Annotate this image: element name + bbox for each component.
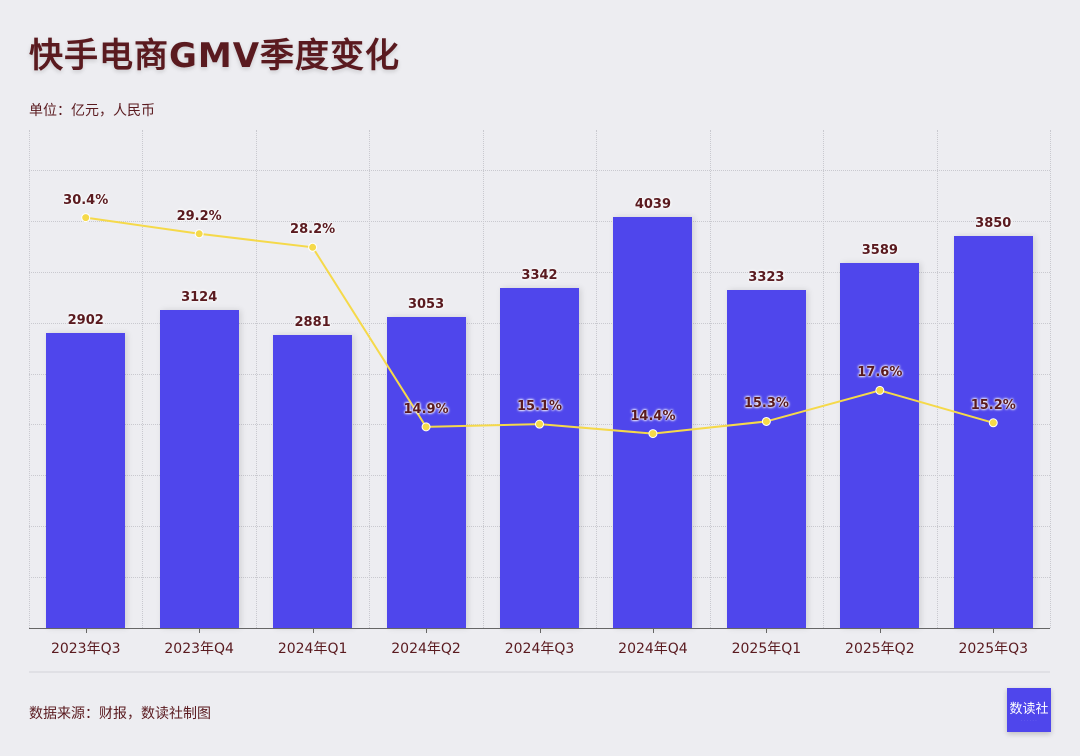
x-axis-tick (993, 628, 995, 633)
gridline-vertical (1050, 130, 1051, 628)
bar-value-label: 3850 (975, 216, 1012, 232)
gridline-vertical (823, 130, 825, 628)
line-point-marker (421, 422, 431, 432)
growth-value-label: 28.2% (290, 222, 336, 238)
bar-gmv (386, 317, 466, 628)
x-axis-tick (539, 628, 541, 633)
x-axis-label: 2024年Q1 (277, 641, 348, 657)
growth-value-label: 14.4% (630, 408, 676, 424)
bar-gmv (500, 287, 579, 628)
x-axis-tick (766, 628, 768, 633)
source-note: 数据来源：财报，数读社制图 (29, 706, 211, 722)
gridline-horizontal (29, 220, 1050, 222)
gridline-vertical (596, 130, 598, 628)
growth-value-label: 14.9% (403, 401, 449, 417)
line-point-marker (308, 242, 318, 252)
line-point-marker (988, 418, 998, 428)
gridline-vertical (482, 130, 484, 628)
x-axis-label: 2024年Q4 (618, 641, 688, 657)
line-point-marker (761, 416, 771, 426)
gridline-vertical (936, 130, 938, 628)
bar-gmv (953, 236, 1033, 628)
footer-divider (29, 671, 1050, 673)
growth-value-label: 17.6% (857, 365, 903, 381)
plot-area: 2902 3124 2881 3053 3342 4039 3323 3589 3850 30.4… (29, 130, 1051, 628)
x-axis-label: 2024年Q2 (391, 641, 461, 657)
bar-value-label: 3124 (181, 289, 218, 305)
growth-value-label: 30.4% (63, 192, 109, 208)
unit-label: 单位：亿元，人民币 (29, 103, 155, 119)
x-axis-label: 2023年Q4 (164, 641, 234, 657)
gridline-horizontal (29, 169, 1050, 171)
bar-value-label: 4039 (634, 196, 672, 212)
bar-value-label: 3589 (861, 242, 898, 258)
line-point-marker (81, 213, 91, 223)
line-point-marker (875, 385, 885, 395)
line-point-marker (648, 429, 658, 439)
bar-value-label: 3053 (407, 297, 445, 313)
gridline-vertical (29, 130, 30, 628)
x-axis-tick (426, 628, 428, 633)
line-point-marker (535, 419, 544, 429)
brand-logo-subtext: · · · · · · (1021, 718, 1037, 722)
bar-gmv (273, 334, 353, 628)
bar-gmv (159, 309, 239, 628)
brand-logo: 数读社 · · · · · · (1007, 688, 1051, 732)
x-axis-tick (199, 628, 201, 633)
x-axis-tick (879, 628, 881, 633)
growth-value-label: 15.2% (970, 397, 1016, 413)
bar-gmv (726, 289, 806, 628)
brand-logo-text: 数读社 (1009, 702, 1049, 717)
chart-title: 快手电商GMV季度变化 (29, 36, 401, 76)
gridline-horizontal (29, 271, 1050, 273)
growth-value-label: 29.2% (176, 208, 222, 224)
x-axis-label: 2024年Q3 (504, 641, 575, 657)
bar-gmv (613, 216, 693, 628)
growth-value-label: 15.1% (516, 399, 563, 415)
x-axis-label: 2025年Q3 (958, 641, 1029, 657)
bar-value-label: 3323 (748, 269, 785, 285)
x-axis-tick (652, 628, 654, 633)
gridline-vertical (369, 130, 371, 628)
growth-line (81, 213, 998, 439)
bar-value-label: 2881 (294, 314, 331, 330)
x-axis-label: 2023年Q3 (50, 641, 121, 657)
growth-value-label: 15.3% (743, 396, 789, 412)
bar-value-label: 2902 (67, 312, 104, 328)
gridline-vertical (255, 130, 257, 628)
bar-gmv (46, 332, 126, 628)
x-axis-label: 2025年Q1 (731, 641, 802, 657)
gridline-vertical (709, 130, 711, 628)
line-point-marker (194, 229, 204, 239)
bar-gmv (840, 262, 920, 628)
bar-value-label: 3342 (521, 267, 558, 283)
x-axis-tick (85, 628, 87, 633)
x-axis-tick (312, 628, 314, 633)
gridline-vertical (142, 130, 144, 628)
x-axis-label: 2025年Q2 (845, 641, 915, 657)
